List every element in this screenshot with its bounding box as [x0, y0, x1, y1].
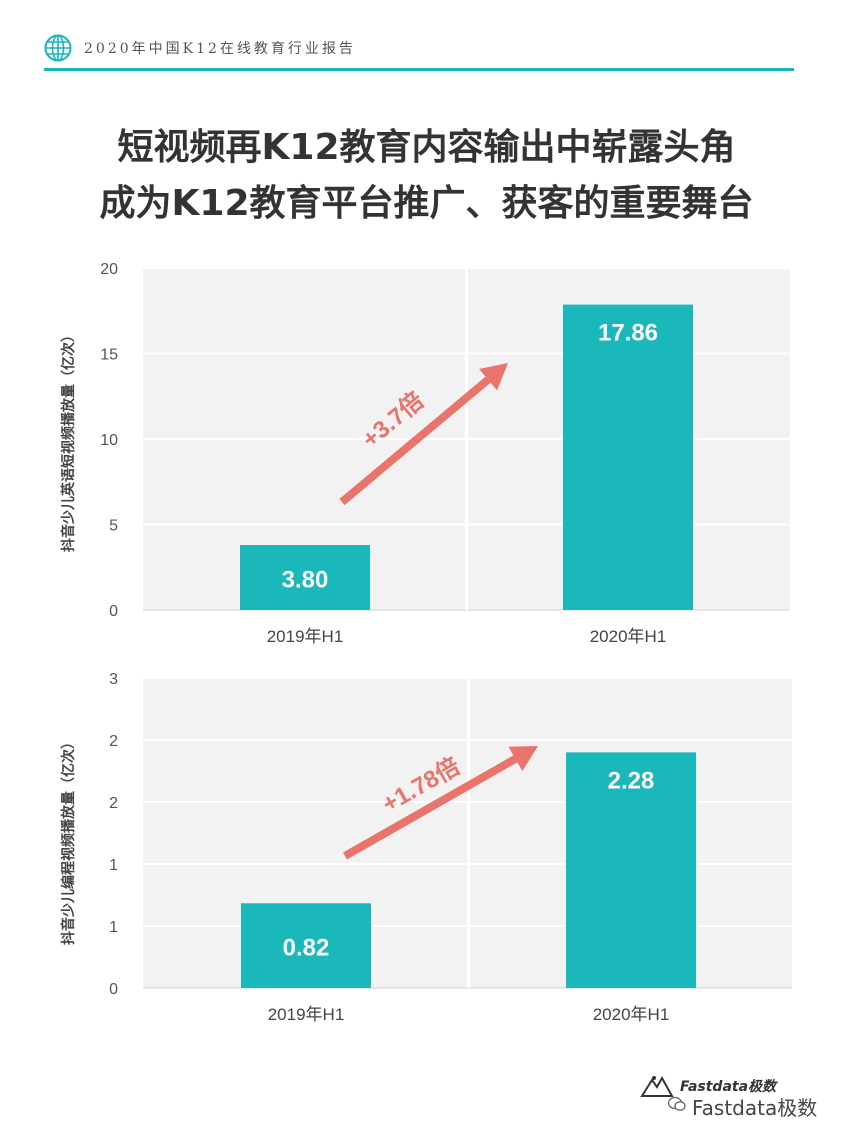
x-tick-label: 2020年H1 [590, 627, 667, 646]
bar [240, 545, 370, 610]
bar-value-label: 17.86 [598, 320, 658, 347]
x-tick-label: 2019年H1 [267, 627, 344, 646]
x-tick-label: 2020年H1 [593, 1005, 670, 1024]
y-tick-label: 15 [100, 347, 118, 364]
globe-icon [44, 34, 72, 62]
y-axis-label: 抖音少儿英语短视频播放量（亿次） [60, 328, 77, 552]
y-tick-label: 2 [109, 795, 118, 812]
x-tick-label: 2019年H1 [268, 1005, 345, 1024]
growth-arrow-head [508, 746, 538, 772]
report-header: 2020年中国K12在线教育行业报告 [44, 32, 794, 72]
header-divider [44, 68, 794, 71]
bar [563, 304, 693, 610]
headline-line-1: 短视频再K12教育内容输出中崭露头角 [117, 127, 736, 168]
y-tick-label: 2 [109, 733, 118, 750]
bar-value-label: 2.28 [608, 767, 655, 794]
headline-line-2: 成为K12教育平台推广、获客的重要舞台 [99, 183, 754, 224]
bar [566, 752, 696, 988]
chart-english-video-plays: 0 5 10 15 20 3.80 2019年H1 17.86 2020年H1 抖音少儿英语短视频… [60, 261, 790, 646]
y-axis-label: 抖音少儿编程视频播放量（亿次） [60, 735, 77, 945]
chart-coding-video-plays: 0 1 1 2 2 3 0.82 2019年H1 2.28 2020年H1 抖音少儿编程视频播放量（… [60, 671, 792, 1024]
mountain-logo-icon [640, 1075, 674, 1097]
account-name: Fastdata极数 [692, 1096, 818, 1120]
y-tick-label: 5 [109, 518, 118, 535]
bar-value-label: 0.82 [283, 935, 330, 962]
y-tick-label: 0 [109, 981, 118, 998]
watermark: Fastdata极数 Fastdata极数 [640, 1072, 840, 1122]
y-tick-label: 20 [100, 261, 118, 278]
y-tick-label: 10 [100, 432, 118, 449]
brand-name: Fastdata极数 [680, 1079, 777, 1095]
bar [241, 903, 371, 988]
y-tick-label: 0 [109, 603, 118, 620]
bar-value-label: 3.80 [282, 567, 329, 594]
growth-arrow-head [479, 363, 508, 391]
report-title: 2020年中国K12在线教育行业报告 [84, 41, 356, 57]
growth-arrow [339, 376, 491, 506]
y-tick-label: 1 [109, 919, 118, 936]
y-tick-label: 1 [109, 857, 118, 874]
y-tick-label: 3 [109, 671, 118, 688]
wechat-icon [668, 1096, 686, 1111]
growth-arrow [343, 755, 518, 860]
